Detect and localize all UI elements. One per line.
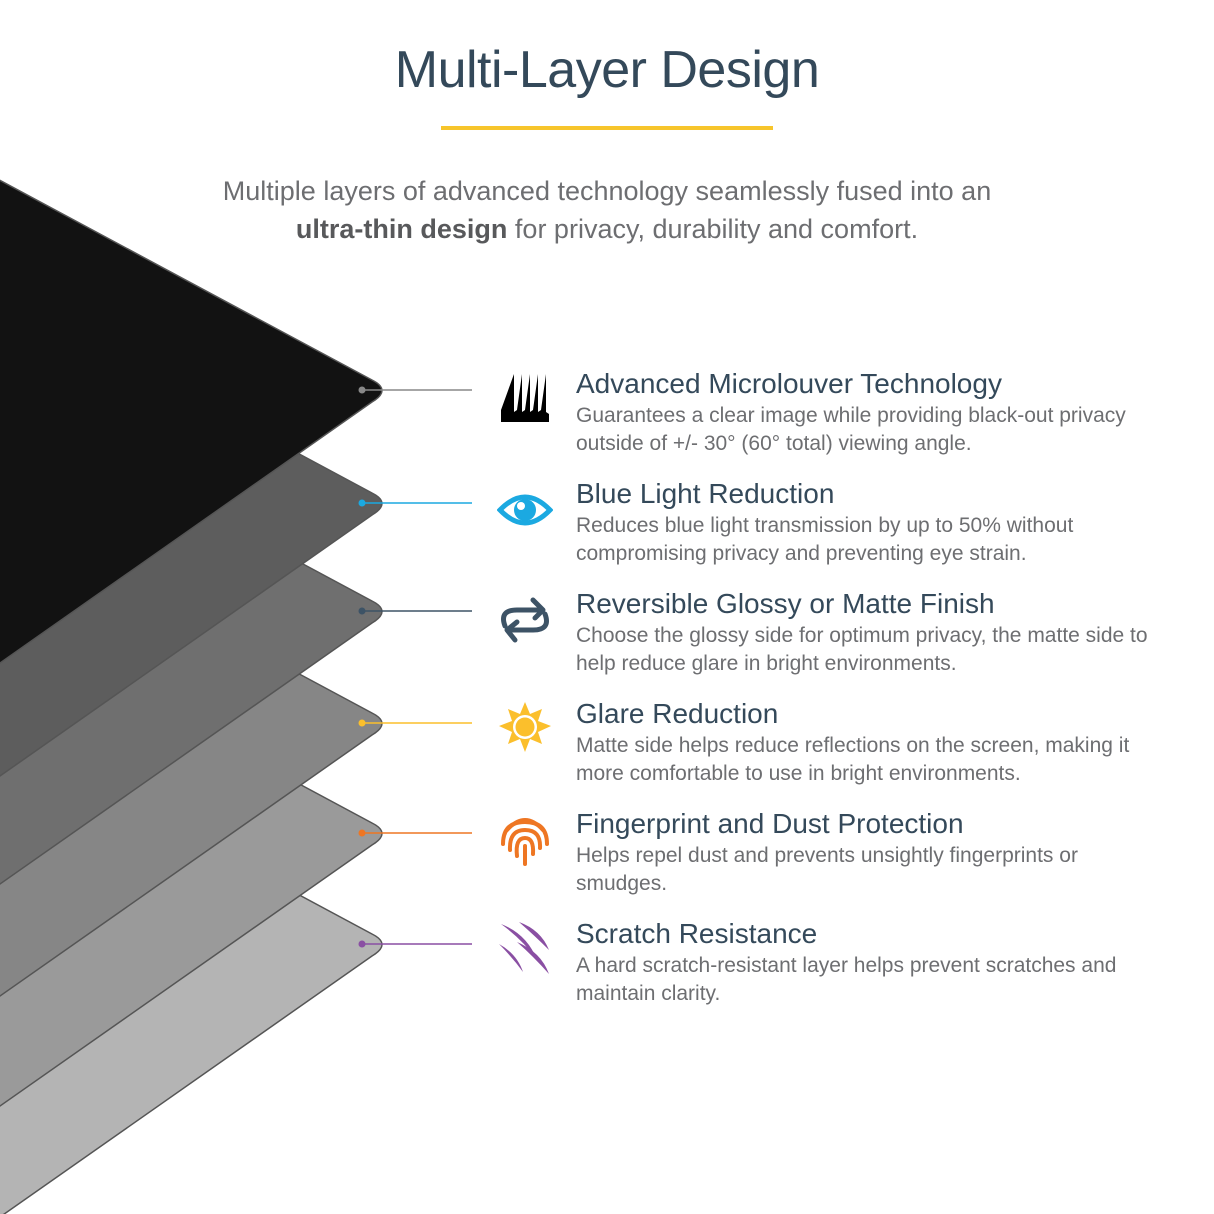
feature-description: Choose the glossy side for optimum priva… [576,624,1148,675]
reverse-arrows-icon [501,597,549,643]
subtitle-bold: ultra-thin design [295,214,508,244]
scratch-icon [499,922,549,974]
subtitle: Multiple layers of advanced technology s… [0,172,1214,248]
feature-item: Scratch Resistance A hard scratch-resist… [497,918,1177,1020]
feature-item: Reversible Glossy or Matte Finish Choose… [497,588,1177,690]
feature-description: A hard scratch-resistant layer helps pre… [576,954,1117,1005]
feature-description: Helps repel dust and prevents unsightly … [576,844,1078,895]
feature-title: Advanced Microlouver Technology [576,368,1002,399]
feature-item: Blue Light Reduction Reduces blue light … [497,478,1177,580]
feature-title: Fingerprint and Dust Protection [576,808,964,839]
sun-icon [499,702,551,752]
page-title: Multi-Layer Design [394,41,820,99]
feature-title: Reversible Glossy or Matte Finish [576,588,995,619]
feature-title: Blue Light Reduction [576,478,835,509]
callout-dot [358,829,366,837]
eye-icon [497,494,553,526]
feature-item: Fingerprint and Dust Protection Helps re… [497,808,1177,910]
title-underline [441,126,773,130]
feature-title: Scratch Resistance [576,918,818,949]
callout-dot [358,499,366,507]
microlouver-icon [501,374,549,422]
feature-description: Matte side helps reduce reflections on t… [576,734,1130,785]
subtitle-rest: for privacy, durability and comfort. [507,214,919,244]
feature-title: Glare Reduction [576,698,779,729]
feature-description: Reduces blue light transmission by up to… [576,514,1074,565]
callout-dot [358,940,366,948]
feature-description: Guarantees a clear image while providing… [576,404,1126,455]
feature-item: Glare Reduction Matte side helps reduce … [497,698,1177,800]
callout-dot [358,719,366,727]
subtitle-line1: Multiple layers of advanced technology s… [222,176,992,206]
callout-dot [358,386,366,394]
fingerprint-icon [501,818,549,866]
layer-sheet [0,179,383,664]
feature-item: Advanced Microlouver Technology Guarante… [497,368,1177,470]
callout-dot [358,607,366,615]
